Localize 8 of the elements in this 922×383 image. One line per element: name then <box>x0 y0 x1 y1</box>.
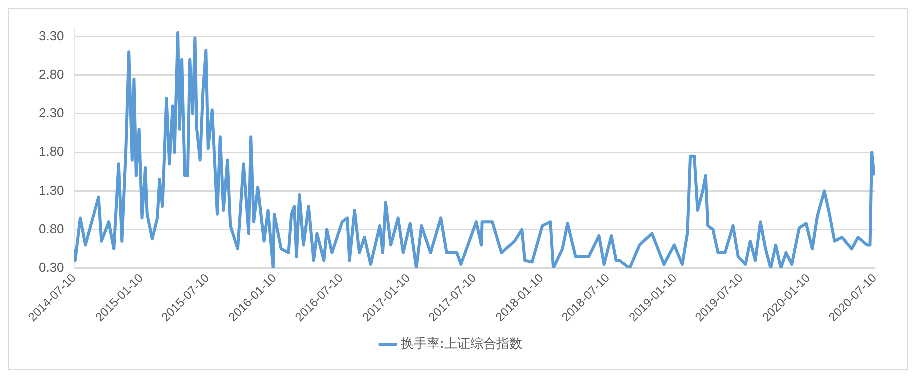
legend-label: 换手率:上证综合指数 <box>401 336 522 352</box>
y-tick-label: 1.30 <box>38 182 64 198</box>
y-tick-label: 2.80 <box>38 66 64 82</box>
y-tick-label: 1.80 <box>38 144 64 160</box>
y-tick-label: 0.30 <box>38 260 64 275</box>
y-tick-label: 0.80 <box>38 221 64 236</box>
y-tick-label: 3.30 <box>38 28 64 44</box>
y-tick-label: 2.30 <box>38 106 64 121</box>
